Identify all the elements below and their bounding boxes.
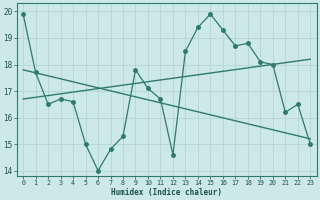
X-axis label: Humidex (Indice chaleur): Humidex (Indice chaleur) (111, 188, 222, 197)
